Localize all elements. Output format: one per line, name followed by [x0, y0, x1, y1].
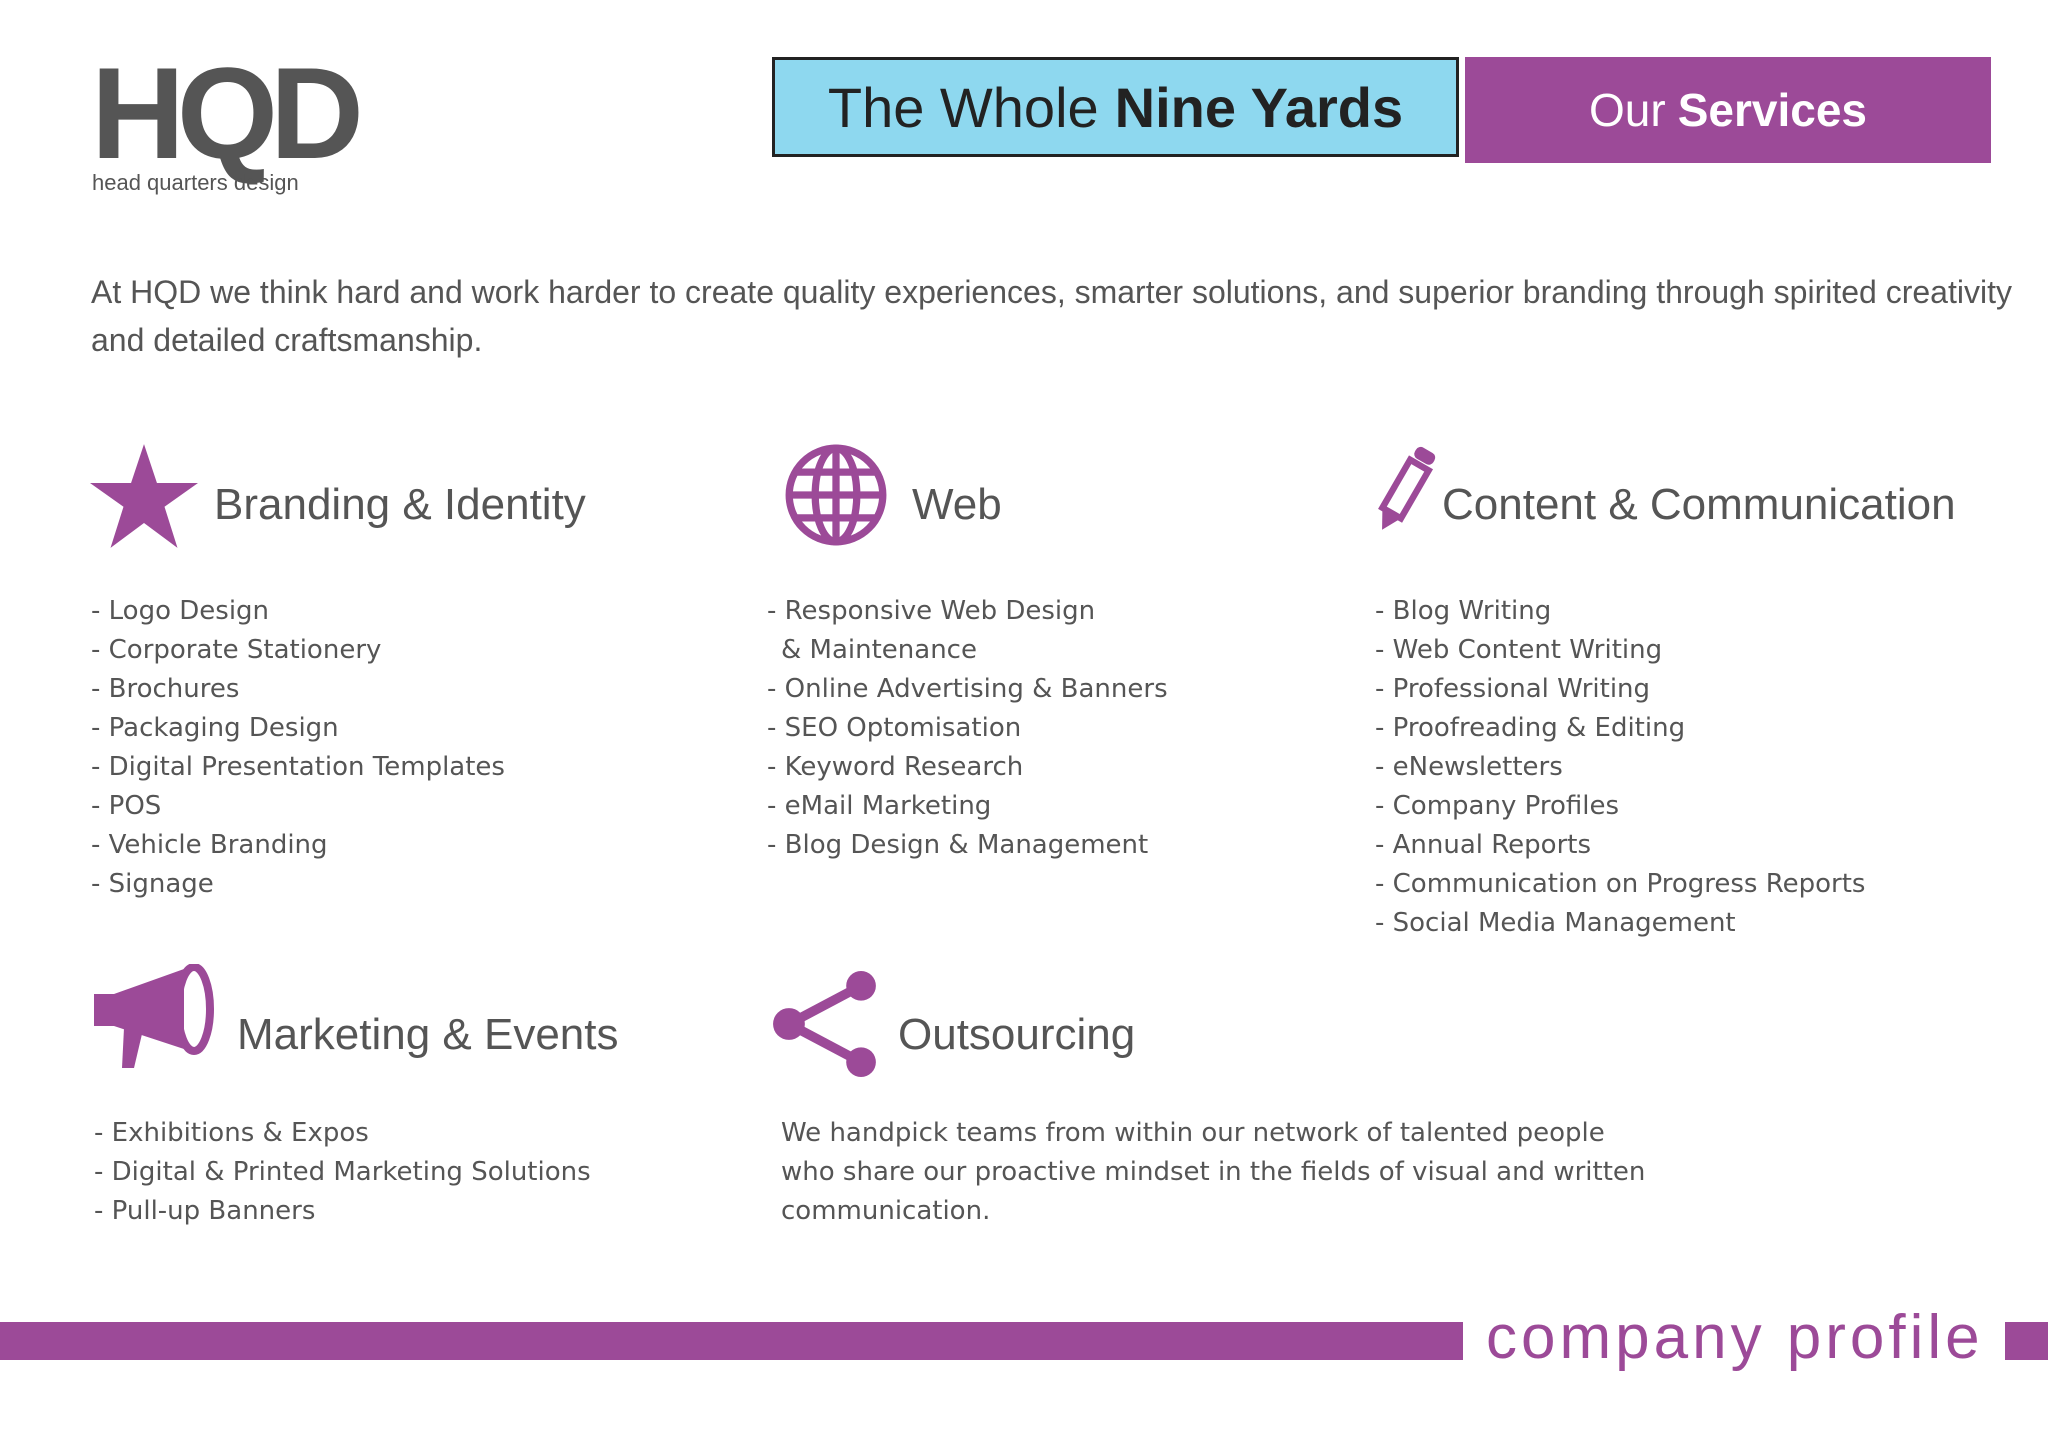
item-list: - Responsive Web Design & Maintenance - O… — [767, 592, 1168, 865]
list-item: - Signage — [91, 869, 214, 899]
list-item: - eMail Marketing — [767, 791, 992, 821]
item-list: - Blog Writing - Web Content Writing - Pro… — [1375, 592, 1865, 943]
list-item: - SEO Optomisation — [767, 713, 1022, 743]
list-item: - eNewsletters — [1375, 752, 1563, 782]
list-item: - Online Advertising & Banners — [767, 674, 1168, 704]
section-title: Branding & Identity — [214, 480, 586, 529]
list-item: - Keyword Research — [767, 752, 1024, 782]
logo-mark: HQD — [91, 40, 364, 186]
list-item: - Digital Presentation Templates — [91, 752, 505, 782]
list-item: - Logo Design — [91, 596, 270, 626]
list-item: - Corporate Stationery — [91, 635, 382, 665]
megaphone-icon — [94, 964, 214, 1068]
footer-bar-end — [2005, 1322, 2048, 1360]
list-item: - Packaging Design — [91, 713, 339, 743]
list-item: - Communication on Progress Reports — [1375, 869, 1866, 899]
list-item: - POS — [91, 791, 162, 821]
list-item: - Exhibitions & Expos — [94, 1118, 369, 1148]
tab-regular: Our — [1589, 84, 1666, 136]
section-title: Outsourcing — [898, 1010, 1136, 1059]
star-icon — [90, 444, 198, 548]
globe-icon — [785, 444, 887, 546]
share-icon — [773, 971, 876, 1077]
list-item: - Responsive Web Design & Maintenance — [767, 596, 1096, 665]
footer-bar — [0, 1322, 1463, 1360]
item-list: - Exhibitions & Expos - Digital & Printed… — [94, 1114, 591, 1231]
footer-text: company profile — [1486, 1303, 1984, 1372]
title-box: The Whole Nine Yards — [772, 57, 1459, 157]
tab-bold: Services — [1677, 84, 1867, 136]
list-item: - Pull-up Banners — [94, 1196, 316, 1226]
list-item: - Digital & Printed Marketing Solutions — [94, 1157, 591, 1187]
pencil-icon — [1378, 446, 1436, 530]
list-item: - Vehicle Branding — [91, 830, 328, 860]
section-title: Content & Communication — [1442, 480, 1956, 529]
logo-tagline: head quarters design — [92, 170, 299, 195]
intro: At HQD we think hard and work harder to … — [91, 274, 2012, 358]
services-tab: Our Services — [1465, 57, 1991, 163]
list-item: - Company Profiles — [1375, 791, 1619, 821]
list-item: - Web Content Writing — [1375, 635, 1663, 665]
section-title: Web — [912, 480, 1002, 529]
list-item: - Proofreading & Editing — [1375, 713, 1686, 743]
list-item: - Professional Writing — [1375, 674, 1651, 704]
list-item: - Brochures — [91, 674, 240, 704]
list-item: - Social Media Management — [1375, 908, 1736, 938]
list-item: - Blog Writing — [1375, 596, 1552, 626]
section-title: Marketing & Events — [237, 1010, 619, 1059]
list-item: - Annual Reports — [1375, 830, 1592, 860]
item-list: - Logo Design - Corporate Stationery - Bro… — [91, 592, 505, 904]
title-regular: The Whole — [827, 75, 1099, 139]
title-bold: Nine Yards — [1114, 75, 1404, 139]
list-item: - Blog Design & Management — [767, 830, 1149, 860]
section-text: We handpick teams from within our networ… — [781, 1118, 1646, 1226]
